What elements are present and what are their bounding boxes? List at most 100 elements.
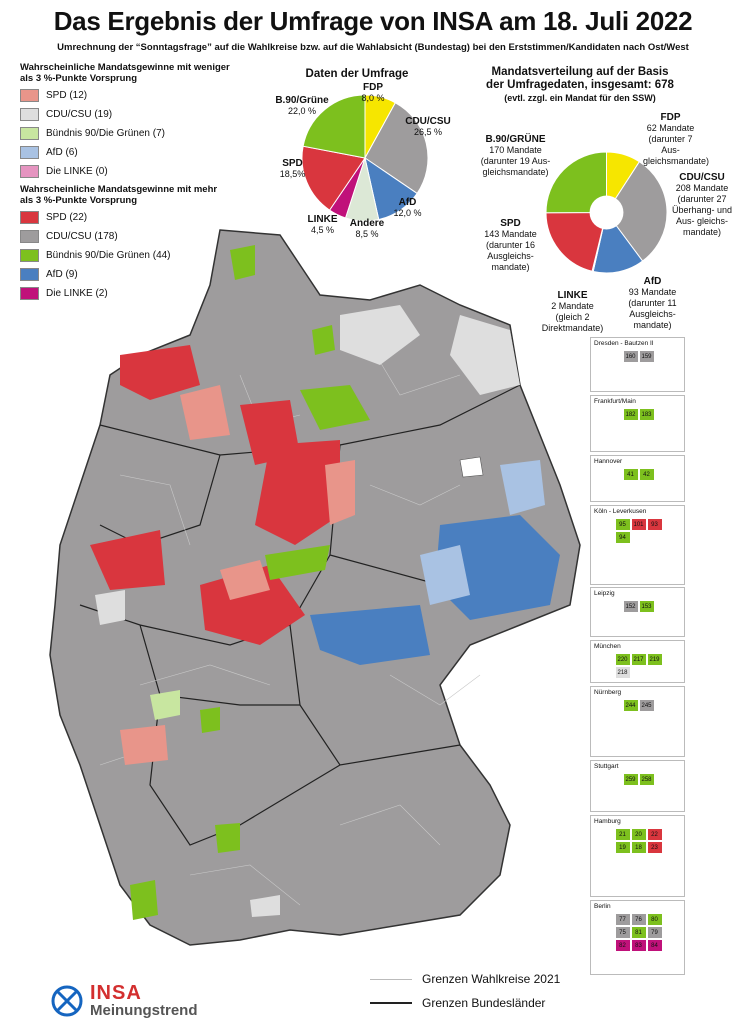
pie-slice-b-90-gr-ne [302, 94, 366, 159]
inset-district: 22 [646, 828, 663, 841]
inset-district: 244 [622, 699, 639, 712]
pie1-label-linke: LINKE 4,5 % [300, 214, 345, 236]
pie1-label-fdp-name: FDP [363, 82, 383, 93]
pie2-label-afd: AfD 93 Mandate (darunter 11 Ausgleichs- … [620, 276, 685, 331]
pie1-label-linke-value: 4,5 % [310, 225, 334, 235]
pie-slice-spd [545, 211, 608, 272]
inset-district: 83 [630, 939, 647, 952]
pie1-label-afd-value: 12,0 % [393, 208, 422, 218]
seats-pie-chart [545, 151, 668, 274]
inset-district: 259 [622, 773, 639, 786]
pie-slice-b-90-gr-ne [545, 151, 607, 214]
inset-m-nchen: München 220 217 219 218 [590, 640, 685, 683]
inset-hamburg: Hamburg 21 20 22 19 18 23 [590, 815, 685, 897]
wahlkreis-line-label: Grenzen Wahlkreise 2021 [422, 972, 561, 986]
inset-k-ln-leverkusen: Köln - Leverkusen 95 101 93 94 [590, 505, 685, 585]
inset-district: 153 [638, 600, 655, 613]
region-spd-light-nw [180, 385, 230, 440]
legend-strong-label: Die LINKE (2) [46, 288, 108, 299]
inset-district: 245 [638, 699, 655, 712]
pie-slice-cdu-csu [364, 102, 429, 195]
pie1-label-gruene: B.90/Grüne 22,0 % [268, 95, 336, 117]
legend-weak-swatch [20, 89, 39, 102]
pie2-label-gruene-name: B.90/GRÜNE [485, 134, 546, 145]
inset-label: Leipzig [594, 590, 615, 597]
pie1-label-andere-value: 8,5 % [355, 229, 379, 239]
legend-strong-label: AfD (9) [46, 269, 78, 280]
legend-weak-label: Bündnis 90/Die Grünen (7) [46, 128, 165, 139]
inset-district: 217 [630, 653, 647, 666]
pie1-label-spd-value: 18,5% [279, 169, 306, 179]
pie2-label-spd-detail: 143 Mandate (darunter 16 Ausgleichs- man… [484, 229, 537, 272]
region-cdu-light-south [250, 895, 280, 917]
inset-stuttgart: Stuttgart 259 258 [590, 760, 685, 812]
inset-hannover: Hannover 41 42 [590, 455, 685, 502]
inset-label: Dresden - Bautzen II [594, 340, 654, 347]
region-cdu-light-ne [340, 305, 420, 365]
legend-weak-swatch [20, 146, 39, 159]
pie-center-hole [589, 195, 624, 230]
legend-strong-swatch [20, 268, 39, 281]
pie2-label-fdp-name: FDP [660, 112, 681, 123]
legend-strong-label: CDU/CSU (178) [46, 231, 118, 242]
germany-map [49, 229, 581, 946]
pie2-label-cdu-detail: 208 Mandate (darunter 27 Überhang- und A… [671, 183, 733, 237]
wahlkreis-line-swatch [370, 978, 412, 980]
inset-district: 21 [614, 828, 631, 841]
pie2-label-cdu-name: CDU/CSU [679, 172, 725, 183]
pie-slice-spd [301, 145, 366, 211]
pie2-label-linke-name: LINKE [557, 290, 588, 301]
legend-laender: Grenzen Bundesländer [370, 996, 545, 1010]
legend-weak-item: Die LINKE (0) [20, 164, 108, 179]
seats-pie-title: Mandatsverteilung auf der Basis der Umfr… [480, 66, 680, 105]
legend-heading-weak: Wahrscheinliche Mandatsgewinne mit wenig… [20, 62, 230, 84]
pie2-label-spd-name: SPD [500, 218, 521, 229]
inset-district: 95 [614, 518, 631, 531]
pie1-label-linke-name: LINKE [307, 214, 338, 225]
inset-district: 75 [614, 926, 631, 939]
pie1-label-fdp-value: 8,0 % [361, 93, 385, 103]
region-cdu-light-nrw [95, 590, 125, 625]
legend-weak-swatch [20, 165, 39, 178]
legend-weak-label: Die LINKE (0) [46, 166, 108, 177]
legend-strong-swatch [20, 287, 39, 300]
region-afd-light-east [500, 460, 545, 515]
legend-weak-label: CDU/CSU (19) [46, 109, 113, 120]
legend-strong-swatch [20, 211, 39, 224]
inset-label: Frankfurt/Main [594, 398, 636, 405]
pie2-label-linke-detail: 2 Mandate (gleich 2 Direktmandate) [541, 301, 604, 333]
inset-district: 218 [614, 666, 631, 679]
legend-weak-item: Bündnis 90/Die Grünen (7) [20, 126, 165, 141]
pie1-label-cdu-value: 26,5 % [413, 127, 443, 137]
region-spd-light-pfalz [120, 725, 168, 765]
pie1-label-andere-name: Andere [349, 218, 385, 229]
pie2-label-afd-name: AfD [643, 276, 662, 287]
inset-district: 77 [614, 913, 631, 926]
legend-weak-swatch [20, 127, 39, 140]
region-afd-thuringia [310, 605, 430, 665]
region-cdu-light-ne2 [450, 315, 520, 395]
legend-strong-item: SPD (22) [20, 210, 87, 225]
pie2-label-cdu: CDU/CSU 208 Mandate (darunter 27 Überhan… [667, 172, 737, 238]
insa-logo: INSA Meinungstrend [50, 983, 198, 1019]
inset-district: 41 [622, 468, 639, 481]
pie2-label-gruene: B.90/GRÜNE 170 Mandate (darunter 19 Aus-… [478, 134, 553, 178]
inset-label: Hamburg [594, 818, 621, 825]
pie1-label-spd: SPD 18,5% [270, 158, 315, 180]
logo-brand: INSA [90, 982, 142, 1004]
legend-weak-item: AfD (6) [20, 145, 78, 160]
inset-label: Nürnberg [594, 689, 622, 696]
region-berlin [459, 456, 484, 478]
legend-strong-label: SPD (22) [46, 212, 88, 223]
inset-n-rnberg: Nürnberg 244 245 [590, 686, 685, 757]
region-gruene-north [230, 245, 255, 280]
laender-line-swatch [370, 1002, 412, 1004]
seats-note: (evtl. zzgl. ein Mandat für den SSW) [504, 93, 656, 103]
region-gruene-hamburg [312, 325, 335, 355]
region-gruene-frankfurt [200, 707, 220, 733]
pie2-label-spd: SPD 143 Mandate (darunter 16 Ausgleichs-… [478, 218, 543, 273]
logo-tagline: Meinungstrend [90, 1002, 198, 1019]
region-spd-center [255, 440, 340, 545]
inset-district: 160 [622, 350, 639, 363]
inset-district: 42 [638, 468, 655, 481]
